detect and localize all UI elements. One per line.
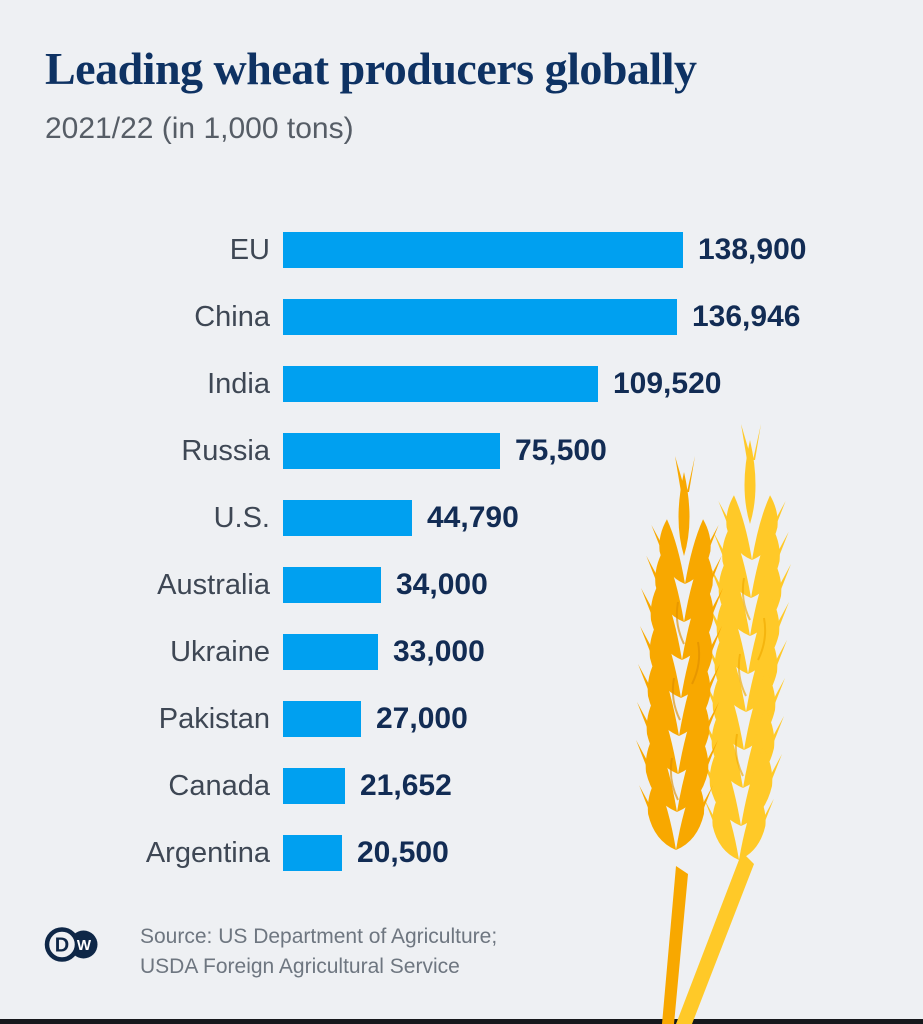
bar (283, 433, 500, 469)
bar-row: U.S. 44,790 (0, 500, 923, 536)
dw-logo: D W (44, 927, 98, 962)
bar-row: Ukraine 33,000 (0, 634, 923, 670)
bar-value: 34,000 (396, 568, 488, 601)
bar-row: EU 138,900 (0, 232, 923, 268)
bar (283, 366, 598, 402)
source-note: Source: US Department of Agriculture; US… (140, 922, 497, 982)
bar-label: Argentina (145, 836, 270, 869)
dw-logo-d-circle (44, 927, 80, 962)
bar-row: Canada 21,652 (0, 768, 923, 804)
bar-label: China (194, 300, 270, 333)
page-title: Leading wheat producers globally (45, 43, 697, 94)
bar-value: 21,652 (360, 769, 452, 802)
bar-label: U.S. (213, 501, 270, 534)
bar-row: Australia 34,000 (0, 567, 923, 603)
bar-value: 33,000 (393, 635, 485, 668)
bar-row: Russia 75,500 (0, 433, 923, 469)
bar-label: EU (229, 233, 270, 266)
bar-row: Argentina 20,500 (0, 835, 923, 871)
bar (283, 299, 677, 335)
bar (283, 634, 378, 670)
source-line-2: USDA Foreign Agricultural Service (140, 955, 460, 978)
bottom-rule (0, 1019, 923, 1024)
bar-label: India (207, 367, 270, 400)
bar-value: 136,946 (692, 300, 801, 333)
chart-subtitle: 2021/22 (in 1,000 tons) (45, 112, 354, 145)
bar-chart: EU 138,900 China 136,946 India 109,520 Russia 7… (0, 232, 923, 902)
bar-value: 20,500 (357, 836, 449, 869)
bar-label: Pakistan (158, 702, 270, 735)
bar-value: 44,790 (427, 501, 519, 534)
bar-value: 75,500 (515, 434, 607, 467)
bar (283, 232, 683, 268)
wheat-ear-light (676, 424, 791, 1024)
source-line-1: Source: US Department of Agriculture; (140, 925, 498, 948)
bar-label: Ukraine (170, 635, 270, 668)
bar-label: Russia (181, 434, 270, 467)
wheat-illustration (636, 424, 791, 1024)
bar (283, 701, 361, 737)
bar (283, 500, 412, 536)
bar-value: 109,520 (613, 367, 722, 400)
bar (283, 835, 342, 871)
wheat-ear-dark (636, 456, 723, 1024)
bar (283, 567, 381, 603)
bar-value: 138,900 (698, 233, 807, 266)
bar-row: Pakistan 27,000 (0, 701, 923, 737)
bar-row: India 109,520 (0, 366, 923, 402)
bar-label: Australia (157, 568, 270, 601)
bar-label: Canada (168, 769, 270, 802)
bar (283, 768, 345, 804)
bar-value: 27,000 (376, 702, 468, 735)
dw-logo-letter-w: W (77, 937, 92, 954)
bar-row: China 136,946 (0, 299, 923, 335)
dw-logo-letter-d: D (55, 935, 69, 957)
